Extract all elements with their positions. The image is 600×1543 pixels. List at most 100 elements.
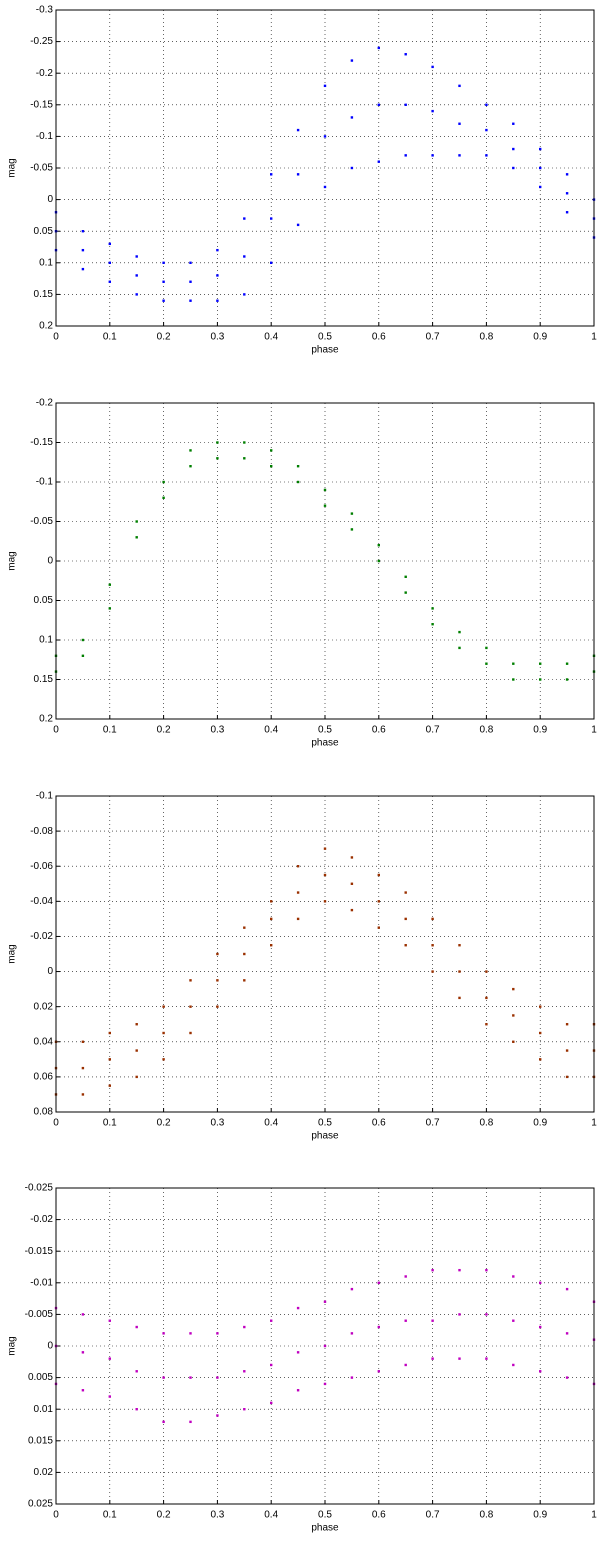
point [108,1058,111,1061]
point [270,1319,273,1322]
x-tick-label: 0.8 [479,1118,493,1129]
y-axis-label: mag [7,158,18,177]
point [485,154,488,157]
point [270,465,273,468]
x-axis-label: phase [311,345,339,356]
point [404,103,407,106]
point [216,952,219,956]
x-tick-label: 0.1 [103,1510,117,1521]
point [162,480,165,484]
point [135,293,138,296]
point [189,979,192,982]
point [512,987,515,991]
point [458,970,461,973]
y-tick-label: -0.06 [30,861,53,872]
point [243,441,246,444]
x-tick-label: 0.7 [426,725,440,736]
point [216,1005,219,1008]
y-tick-label: -0.3 [36,5,54,16]
plot-frame [55,795,595,1113]
point [81,1351,85,1354]
x-tick-label: 0.1 [103,332,117,343]
point [404,154,407,157]
y-tick-label: 0.15 [34,289,54,300]
point [108,1084,111,1087]
point [243,979,246,982]
point [485,128,488,132]
point [485,1313,488,1316]
point [81,1040,85,1043]
point [485,1023,488,1026]
point [189,1376,192,1379]
point [189,1332,192,1335]
point [81,1093,85,1096]
point [485,646,488,650]
point [135,1325,138,1329]
point [243,217,246,220]
y-tick-label: 0.02 [34,1467,54,1478]
point [162,280,165,283]
point [189,1005,192,1008]
x-tick-label: 0.7 [426,1510,440,1521]
point [135,1049,138,1052]
point [216,1332,219,1335]
point [485,970,488,973]
point [162,1376,165,1379]
y-tick-label: 0.1 [39,257,53,268]
y-axis-label: mag [7,944,18,963]
y-tick-label: 0.08 [34,1107,54,1118]
y-tick-label: -0.04 [30,896,53,907]
point [243,952,246,956]
point [377,873,380,877]
point [377,1325,380,1329]
point [81,654,85,657]
y-tick-label: -0.1 [36,791,54,802]
point [81,230,85,233]
point [539,1005,542,1008]
x-tick-label: 0.8 [479,1510,493,1521]
x-tick-label: 0.6 [372,1118,386,1129]
point [350,908,354,912]
point [323,1344,327,1348]
point [431,154,434,157]
point [539,1325,542,1329]
point [81,267,85,271]
point [323,84,327,88]
y-tick-label: 0.1 [39,635,53,646]
point [108,1395,111,1398]
x-tick-label: 1 [591,725,597,736]
point [189,280,192,283]
y-tick-label: 0.025 [28,1499,53,1510]
y-tick-label: -0.05 [30,516,53,527]
point [404,53,407,56]
point [296,465,300,468]
point [108,1357,111,1360]
point [135,1408,138,1411]
y-tick-label: 0.005 [28,1372,53,1383]
point [377,900,380,903]
x-tick-label: 0.9 [533,1118,547,1129]
point [323,900,327,903]
point [539,185,542,189]
point [458,1268,461,1272]
point [512,1275,515,1278]
point [270,900,273,903]
point [458,996,461,1000]
x-tick-label: 0.3 [210,725,224,736]
point [512,147,515,151]
point [162,1332,165,1335]
point [431,944,434,947]
y-tick-label: -0.25 [30,36,53,47]
point [243,1370,246,1373]
y-tick-label: 0.2 [39,714,53,725]
point [404,1275,407,1278]
point [404,591,407,594]
point [270,1363,273,1367]
point [485,996,488,1000]
point [458,1357,461,1360]
point [296,891,300,894]
point [296,128,300,132]
point [108,242,111,246]
x-tick-label: 0.8 [479,332,493,343]
x-tick-label: 1 [591,1510,597,1521]
